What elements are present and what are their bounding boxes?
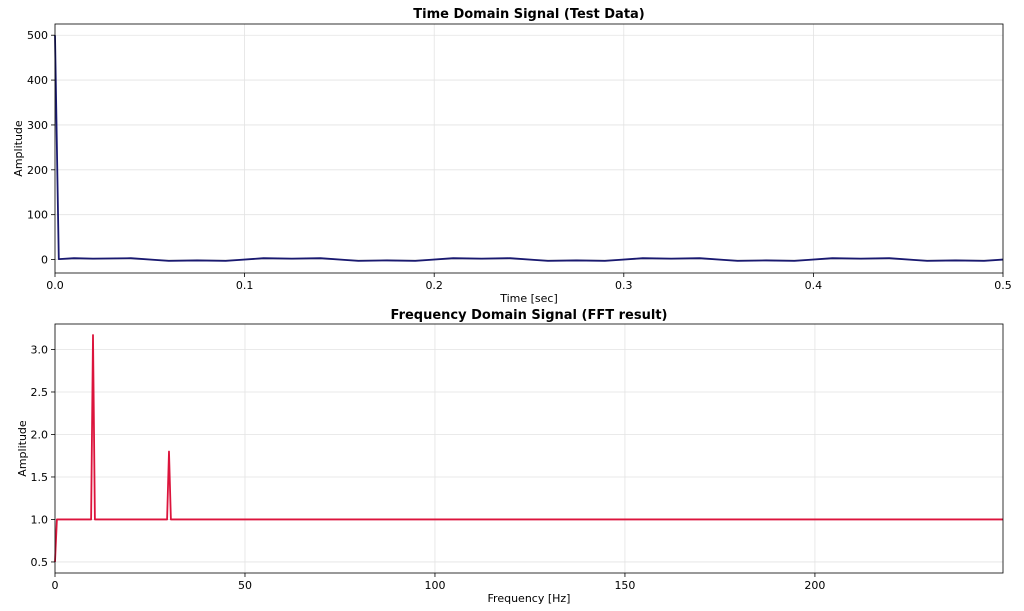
time-x-axis-label: Time [sec]: [499, 292, 558, 305]
time-y-tick-label: 400: [27, 74, 48, 87]
time-x-tick-label: 0.4: [805, 279, 823, 292]
time-chart-title: Time Domain Signal (Test Data): [413, 7, 645, 22]
freq-y-tick-label: 1.5: [31, 471, 49, 484]
freq-x-tick-label: 150: [614, 579, 635, 592]
time-domain-chart: 0.0 0.1 0.2 0.3 0.4 0.5 0 100 200 300 400 500 Time …: [12, 7, 1012, 305]
time-y-tick-label: 200: [27, 164, 48, 177]
time-x-tick-label: 0.2: [425, 279, 443, 292]
time-y-tick-label: 300: [27, 119, 48, 132]
freq-plot-frame: [54, 323, 1004, 574]
frequency-domain-chart: 0 50 100 150 200 0.5 1.0 1.5 2.0 2.5 3.0 Frequency…: [16, 308, 1004, 605]
freq-x-tick-label: 50: [238, 579, 252, 592]
time-y-tick-label: 100: [27, 209, 48, 222]
freq-y-tick-label: 1.0: [31, 513, 49, 526]
freq-x-tick-label: 0: [52, 579, 59, 592]
time-plot-frame: [54, 23, 1004, 274]
fft-signal-line: [54, 334, 1003, 562]
freq-y-tick-label: 2.5: [31, 386, 49, 399]
freq-y-tick-label: 2.0: [31, 428, 49, 441]
time-x-tick-label: 0.5: [994, 279, 1012, 292]
time-x-tick-label: 0.0: [46, 279, 64, 292]
time-signal-line: [54, 35, 1004, 262]
time-y-tick-label: 500: [27, 29, 48, 42]
freq-x-tick-label: 200: [804, 579, 825, 592]
time-x-tick-label: 0.3: [615, 279, 633, 292]
freq-chart-title: Frequency Domain Signal (FFT result): [391, 308, 668, 323]
freq-y-tick-label: 0.5: [31, 556, 49, 569]
freq-x-tick-label: 100: [424, 579, 445, 592]
time-x-tick-label: 0.1: [236, 279, 254, 292]
freq-x-axis-label: Frequency [Hz]: [488, 592, 571, 605]
freq-y-tick-label: 3.0: [31, 343, 49, 356]
time-y-axis-label: Amplitude: [12, 120, 25, 177]
freq-y-axis-label: Amplitude: [16, 420, 29, 477]
time-y-tick-label: 0: [41, 254, 48, 267]
